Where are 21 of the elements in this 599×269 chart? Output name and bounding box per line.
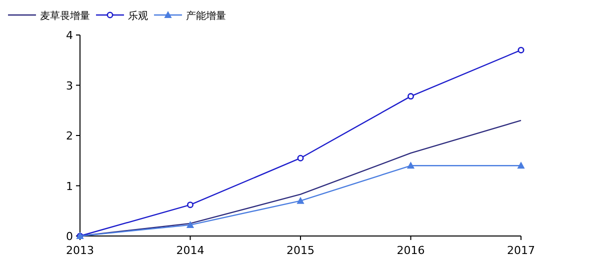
point	[518, 46, 524, 54]
y-tick-label: 0	[66, 230, 73, 243]
y-tick-label: 3	[66, 79, 73, 92]
x-tick-label: 2016	[396, 244, 425, 257]
legend-label: 麦草畏增量	[40, 10, 90, 22]
point	[517, 162, 525, 169]
point	[408, 93, 414, 100]
y-tick-label: 4	[66, 29, 73, 42]
x-tick-label: 2015	[286, 244, 314, 257]
y-tick-label: 2	[66, 130, 73, 142]
point	[187, 202, 194, 208]
point	[297, 154, 304, 162]
x-tick-label: 2013	[66, 244, 94, 257]
legend-label: 乐观	[128, 10, 148, 22]
legend-label: 产能增量	[186, 10, 226, 22]
y-tick-label: 1	[66, 180, 73, 193]
x-tick-label: 2017	[507, 244, 535, 257]
x-tick-label: 2014	[176, 244, 204, 257]
point	[406, 162, 415, 169]
point	[186, 220, 194, 228]
point	[296, 196, 304, 204]
